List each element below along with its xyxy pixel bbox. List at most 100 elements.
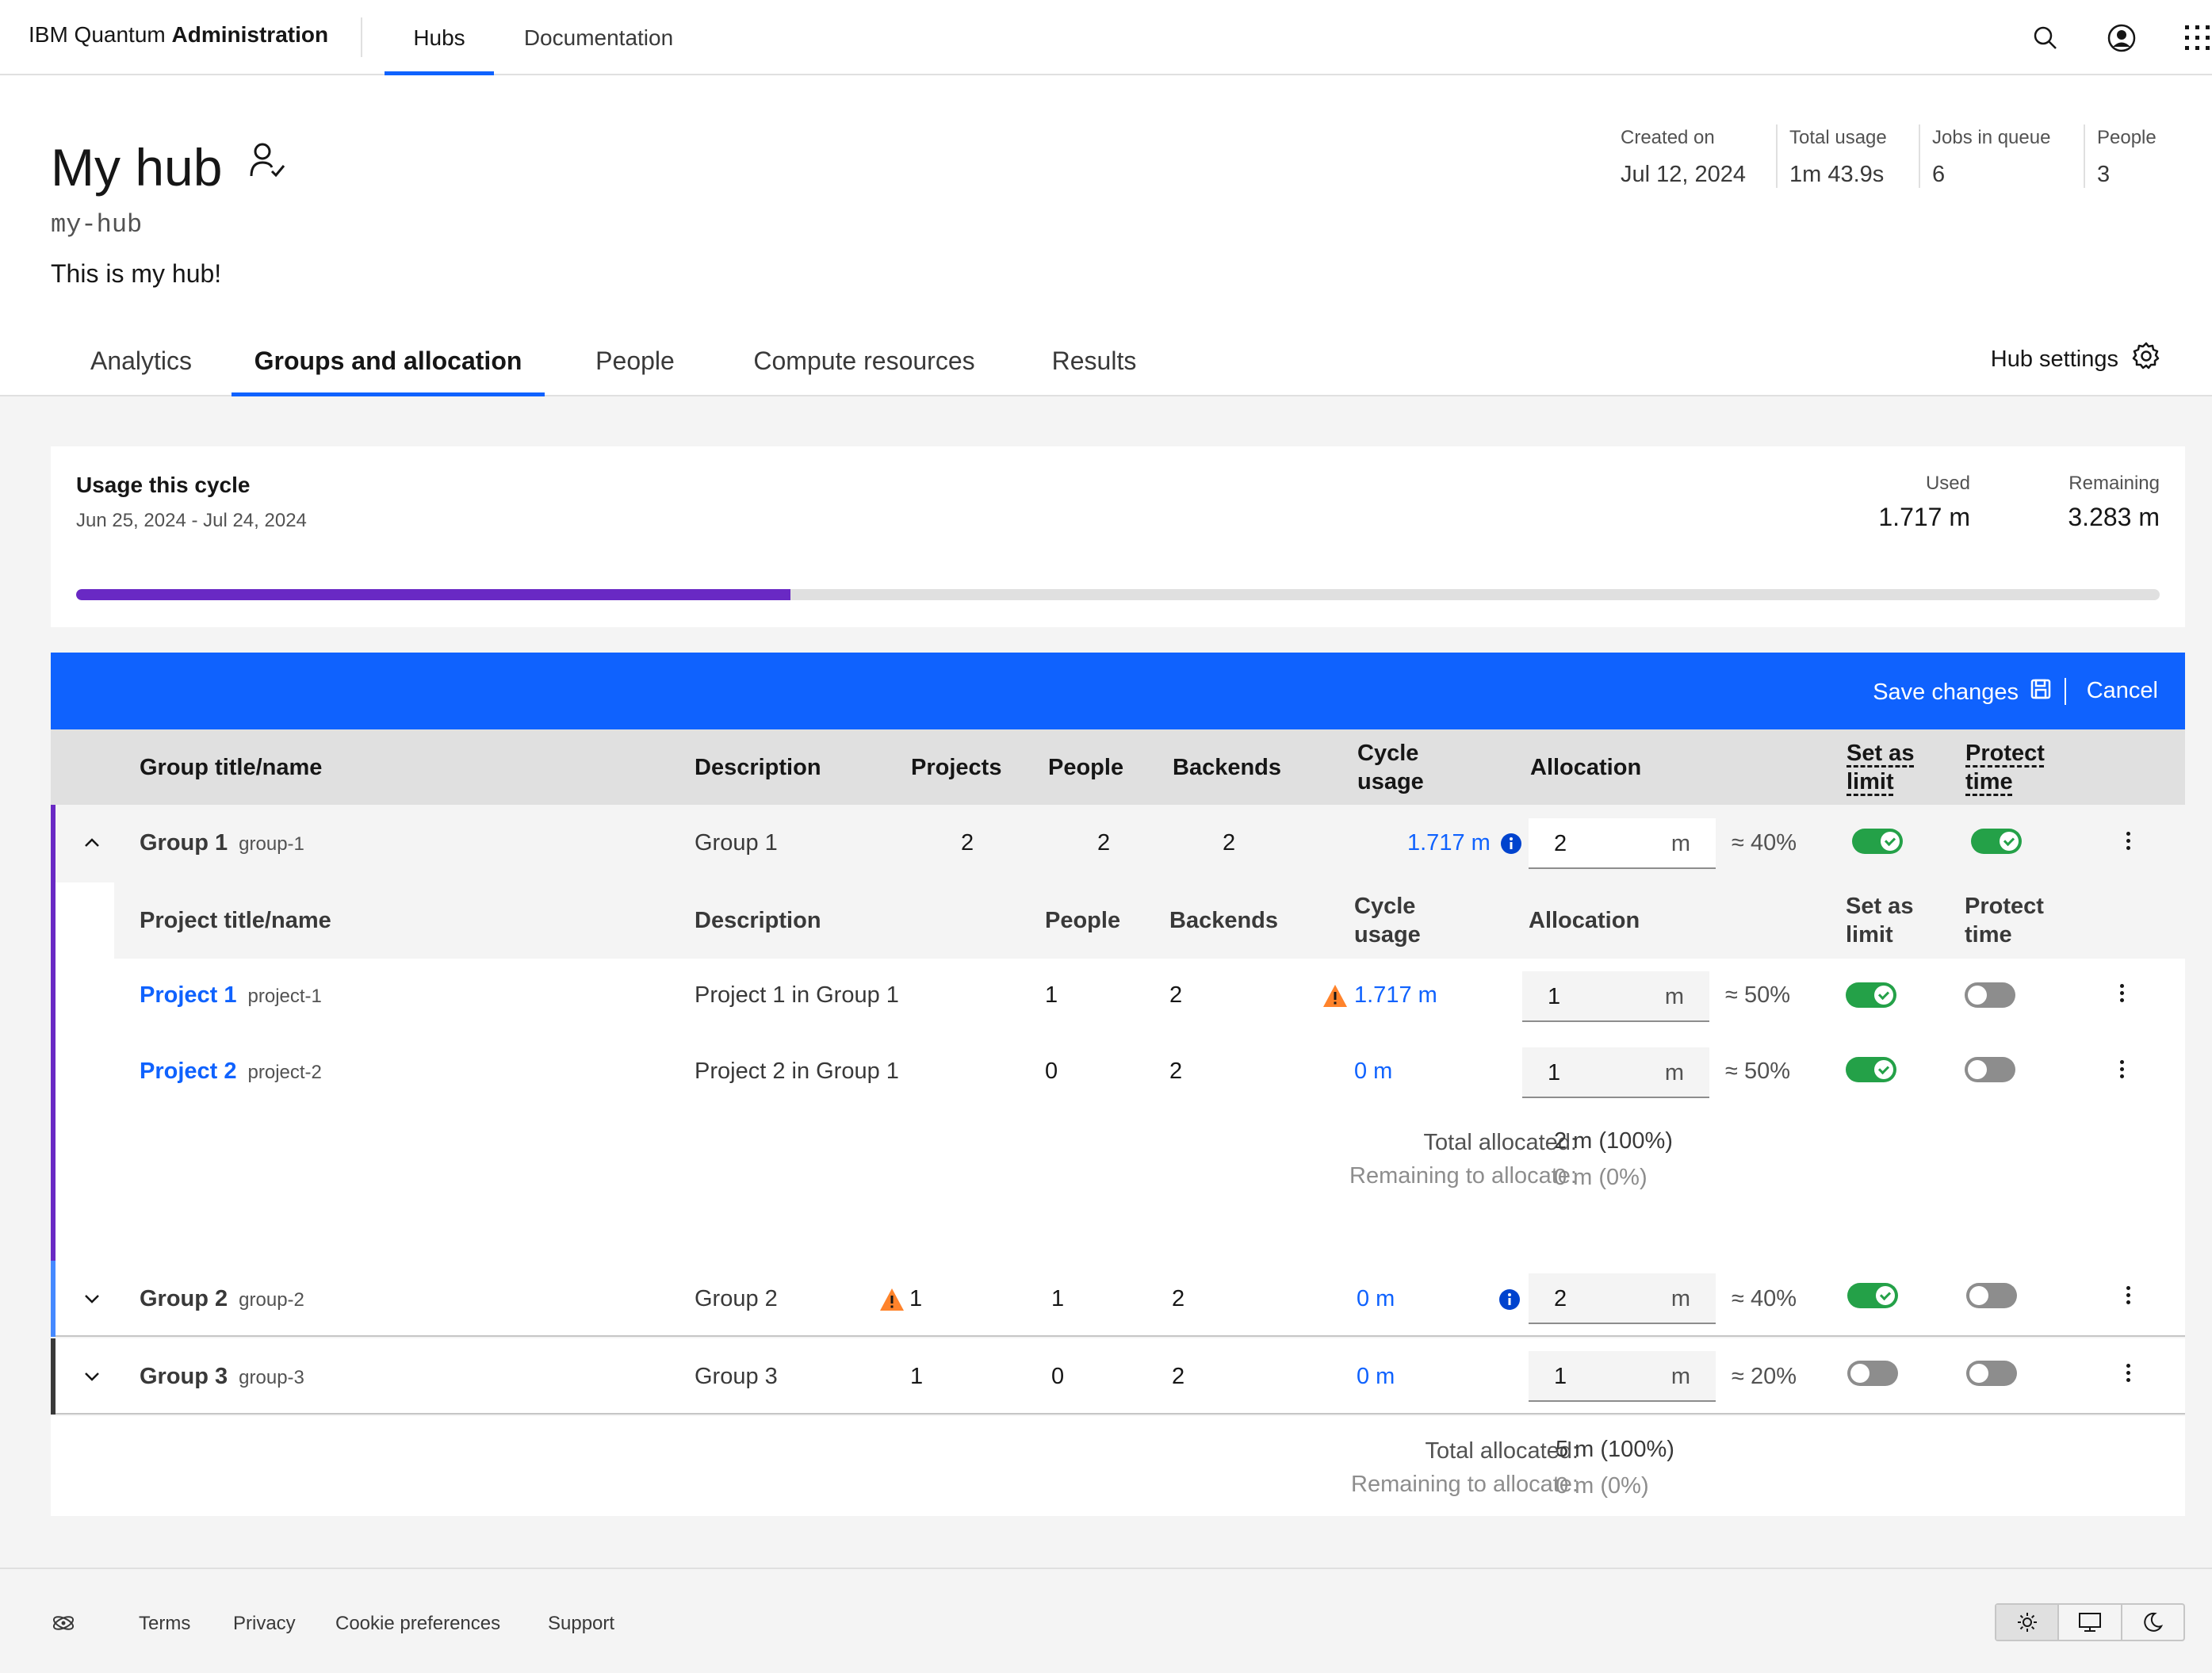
project-allocation-input[interactable]: 1 m [1522,971,1709,1022]
col-projects[interactable]: Projects [911,755,1002,780]
overflow-menu-icon[interactable] [2126,832,2131,853]
nav-documentation[interactable]: Documentation [523,25,674,50]
col-project-name[interactable]: Project title/name [140,908,331,933]
overflow-menu-icon[interactable] [2120,1060,2125,1082]
group-title[interactable]: Group 3 group-3 [140,1364,304,1390]
project-allocation-input[interactable]: 1 m [1522,1047,1709,1098]
save-changes-button[interactable]: Save changes [1873,678,2052,706]
group-title[interactable]: Group 2 group-2 [140,1286,304,1312]
col-project-protect-time[interactable]: Protect time [1965,892,2044,949]
allocation-unit: m [1670,1286,1690,1311]
project-title-link[interactable]: Project 1 [140,982,237,1008]
group-1-total-label: Total allocated: [1423,1130,1577,1155]
col-project-description[interactable]: Description [695,908,821,933]
footer-link-cookie-preferences[interactable]: Cookie preferences [335,1613,501,1634]
protect-time-toggle[interactable] [1966,1361,2017,1386]
allocation-percent: ≈ 40% [1732,830,1797,856]
nav-hubs[interactable]: Hubs [385,0,494,75]
quantum-logo-icon[interactable] [51,1610,76,1640]
allocation-input[interactable]: 1 m [1529,1351,1716,1402]
action-divider [2065,678,2066,705]
chevron-down-icon[interactable] [81,1288,103,1316]
cancel-button[interactable]: Cancel [2086,678,2158,703]
col-backends[interactable]: Backends [1173,755,1282,780]
allocation-input[interactable]: 2 m [1529,818,1716,869]
protect-time-toggle[interactable] [1965,1057,2015,1082]
group-usage-link[interactable]: 0 m [1357,1364,1395,1389]
group-usage-link[interactable]: 1.717 m [1407,830,1491,856]
col-project-cycle-usage[interactable]: Cycle usage [1354,892,1421,949]
col-cycle-usage[interactable]: Cycle usage [1357,739,1424,796]
search-icon[interactable] [2030,22,2061,54]
product-name[interactable]: IBM Quantum Administration [29,22,328,48]
light-theme-icon[interactable] [1996,1605,2060,1640]
project-description: Project 1 in Group 1 [695,982,899,1008]
group-1-remaining-value: 0 m (0%) [1554,1165,1648,1190]
usage-progress-bar [76,589,2160,600]
chevron-up-icon[interactable] [81,832,103,860]
protect-time-toggle[interactable] [1971,829,2022,854]
project-title[interactable]: Project 2 project-2 [140,1059,322,1085]
col-allocation[interactable]: Allocation [1530,755,1642,780]
footer: Terms Privacy Cookie preferences Support [0,1568,2212,1673]
col-project-cycle-usage-line1: Cycle [1354,894,1416,919]
col-project-backends[interactable]: Backends [1169,908,1279,933]
hub-settings-button[interactable]: Hub settings [1991,341,2161,377]
tab-analytics[interactable]: Analytics [90,346,193,375]
info-icon[interactable] [1500,833,1522,861]
brand-prefix: IBM Quantum [29,22,166,47]
group-usage-link[interactable]: 0 m [1357,1286,1395,1311]
allocation-value: 1 [1548,1060,1561,1085]
overflow-menu-icon[interactable] [2120,984,2125,1005]
set-as-limit-toggle[interactable] [1847,1361,1898,1386]
project-people: 1 [1045,982,1058,1008]
project-slug: project-2 [247,1062,322,1083]
table-totals: Total allocated: 5 m (100%) Remaining to… [51,1416,2185,1516]
top-navigation-bar: IBM Quantum Administration Hubs Document… [0,0,2212,75]
usage-used: Used 1.717 m [1878,473,1970,532]
protect-time-toggle[interactable] [1965,982,2015,1008]
footer-link-privacy[interactable]: Privacy [233,1613,296,1634]
tab-compute-resources[interactable]: Compute resources [753,346,975,375]
overflow-menu-icon[interactable] [2126,1286,2131,1307]
project-allocation-percent: ≈ 50% [1725,982,1791,1008]
group-title[interactable]: Group 1 group-1 [140,830,304,856]
meta-label: Total usage [1789,127,1887,148]
col-group-name[interactable]: Group title/name [140,755,323,780]
overflow-menu-icon[interactable] [2126,1364,2131,1385]
set-as-limit-toggle[interactable] [1852,829,1903,854]
remaining-to-allocate-value: 0 m (0%) [1556,1473,1649,1499]
tab-people[interactable]: People [595,346,675,375]
set-as-limit-toggle[interactable] [1847,1283,1898,1308]
system-theme-icon[interactable] [2059,1605,2122,1640]
allocation-unit: m [1670,831,1690,856]
col-set-as-limit[interactable]: Set as limit [1847,739,1914,796]
user-check-icon [248,131,286,191]
allocation-input[interactable]: 2 m [1529,1273,1716,1324]
project-usage-link[interactable]: 0 m [1354,1059,1393,1084]
col-description[interactable]: Description [695,755,821,780]
tab-groups-and-allocation[interactable]: Groups and allocation [232,345,545,396]
col-project-set-as-limit[interactable]: Set as limit [1846,892,1913,949]
set-as-limit-toggle[interactable] [1846,1057,1896,1082]
user-avatar-icon[interactable] [2106,22,2137,54]
col-people[interactable]: People [1048,755,1124,780]
protect-time-toggle[interactable] [1966,1283,2017,1308]
dark-theme-icon[interactable] [2122,1605,2183,1640]
info-icon[interactable] [1498,1288,1521,1317]
footer-link-terms[interactable]: Terms [139,1613,191,1634]
allocation-percent: ≈ 20% [1732,1364,1797,1389]
meta-jobs-in-queue: Jobs in queue 6 [1932,127,2050,188]
col-project-allocation[interactable]: Allocation [1529,908,1640,933]
project-usage-link[interactable]: 1.717 m [1354,982,1437,1008]
set-as-limit-toggle[interactable] [1846,982,1896,1008]
app-switcher-icon[interactable] [2182,22,2212,54]
tab-results[interactable]: Results [1051,346,1137,375]
footer-link-support[interactable]: Support [548,1613,615,1634]
col-project-people[interactable]: People [1045,908,1121,933]
col-protect-time[interactable]: Protect time [1965,739,2045,796]
project-title-link[interactable]: Project 2 [140,1059,237,1084]
group-description: Group 1 [695,830,778,856]
chevron-down-icon[interactable] [81,1365,103,1394]
project-title[interactable]: Project 1 project-1 [140,982,322,1009]
